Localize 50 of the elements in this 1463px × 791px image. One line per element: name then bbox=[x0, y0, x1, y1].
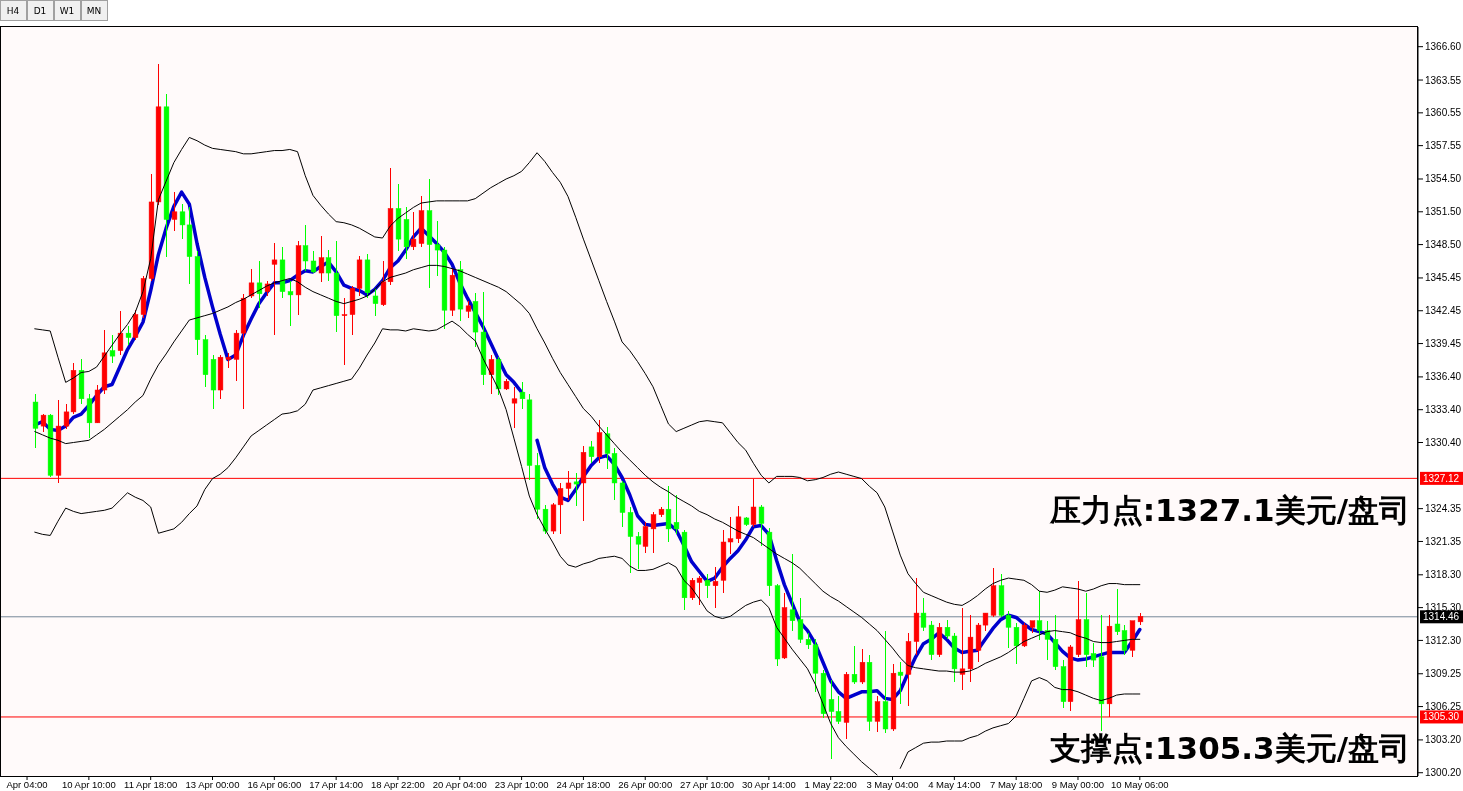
y-tick-label: 1300.20 bbox=[1425, 767, 1462, 779]
y-tick-label: 1363.55 bbox=[1425, 74, 1462, 86]
x-tick-label: 10 Apr 10:00 bbox=[61, 779, 116, 790]
x-tick-label: 17 Apr 14:00 bbox=[309, 779, 364, 790]
y-tick-label: 1309.25 bbox=[1425, 668, 1462, 680]
y-tick-label: 1321.35 bbox=[1425, 535, 1462, 547]
x-tick-label: 10 May 06:00 bbox=[1111, 779, 1169, 790]
y-tick-label: 1312.30 bbox=[1425, 634, 1462, 646]
tabs: H4 D1 W1 MN bbox=[0, 0, 108, 21]
y-tick-label: 1354.50 bbox=[1425, 173, 1462, 185]
annotation: 支撑点:1305.3美元/盘司 bbox=[1048, 729, 1410, 766]
x-tick-label: 23 Apr 10:00 bbox=[494, 779, 549, 790]
ref-line-label: 1327.12 bbox=[1423, 472, 1460, 484]
x-tick-label: 30 Apr 14:00 bbox=[741, 779, 796, 790]
y-tick-label: 1339.45 bbox=[1425, 338, 1462, 350]
ref-line: 1327.12 bbox=[0, 471, 1463, 485]
annotation: 压力点:1327.1美元/盘司 bbox=[1048, 491, 1410, 528]
x-tick-label: 1 May 22:00 bbox=[804, 779, 857, 790]
y-tick-label: 1348.50 bbox=[1425, 239, 1462, 251]
y-tick-label: 1330.40 bbox=[1425, 437, 1462, 448]
x-tick-label: 26 Apr 00:00 bbox=[618, 779, 673, 790]
x-tick-label: 7 May 18:00 bbox=[990, 779, 1043, 790]
line-series bbox=[34, 264, 1141, 673]
ref-line: 1305.30 bbox=[0, 710, 1463, 724]
ref-line-label: 1314.46 bbox=[1423, 611, 1460, 623]
y-tick-label: 1357.55 bbox=[1425, 140, 1462, 152]
ref-line-label: 1305.30 bbox=[1423, 711, 1460, 723]
x-tick-label: 9 May 00:00 bbox=[1051, 779, 1105, 790]
x-tick-label: 11 Apr 18:00 bbox=[124, 779, 178, 790]
x-tick-label: 16 Apr 06:00 bbox=[247, 779, 302, 790]
y-tick-label: 1342.45 bbox=[1425, 305, 1462, 317]
y-tick-label: 1303.20 bbox=[1425, 734, 1462, 746]
y-tick-label: 1306.25 bbox=[1425, 701, 1462, 713]
x-tick-label: 13 Apr 00:00 bbox=[185, 779, 240, 790]
y-tick-label: 1351.50 bbox=[1425, 206, 1462, 218]
line-series bbox=[34, 136, 1141, 606]
y-tick-label: 1318.30 bbox=[1425, 569, 1462, 581]
y-tick-label: 1345.45 bbox=[1425, 272, 1462, 284]
x-tick-label: Apr 04:00 bbox=[6, 779, 48, 790]
x-tick-label: 3 May 04:00 bbox=[866, 779, 919, 790]
y-tick-label: 1336.40 bbox=[1425, 371, 1462, 383]
x-tick-label: 20 Apr 04:00 bbox=[432, 779, 487, 790]
x-tick-label: 27 Apr 10:00 bbox=[680, 779, 735, 790]
x-tick-label: 18 Apr 22:00 bbox=[371, 779, 425, 790]
y-tick-label: 1366.60 bbox=[1425, 41, 1462, 53]
x-tick-label: 24 Apr 18:00 bbox=[556, 779, 611, 790]
y-tick-label: 1333.40 bbox=[1425, 404, 1462, 416]
y-tick-label: 1324.35 bbox=[1425, 503, 1462, 515]
y-tick-label: 1360.55 bbox=[1425, 107, 1462, 119]
x-tick-label: 4 May 14:00 bbox=[928, 779, 981, 790]
